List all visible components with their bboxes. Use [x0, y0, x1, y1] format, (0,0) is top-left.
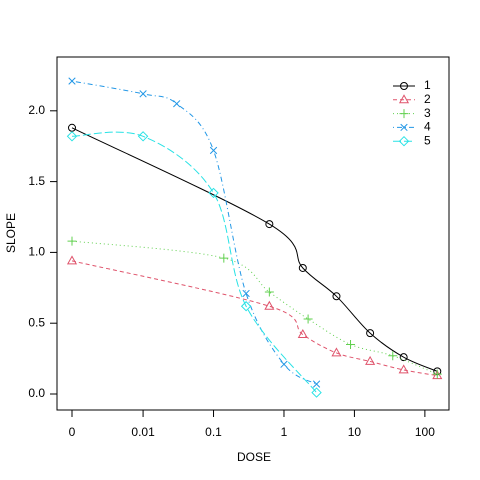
y-tick-label: 2.0 — [28, 103, 45, 117]
legend-marker — [400, 123, 408, 132]
data-point — [66, 255, 78, 265]
data-point — [264, 287, 274, 297]
x-tick-label: 0.01 — [131, 425, 155, 439]
fit-line — [71, 127, 438, 372]
data-point — [67, 236, 77, 246]
data-point — [209, 146, 218, 155]
x-tick-label: 1 — [281, 425, 288, 439]
data-point — [332, 292, 341, 301]
data-point — [137, 131, 149, 142]
data-point — [219, 253, 229, 263]
data-point — [240, 301, 252, 312]
x-axis-label: DOSE — [237, 450, 271, 464]
x-tick-label: 10 — [348, 425, 362, 439]
data-point — [311, 387, 322, 398]
data-point — [173, 100, 181, 108]
y-axis-label: SLOPE — [4, 213, 18, 253]
y-tick-label: 1.5 — [28, 174, 45, 188]
legend-label: 5 — [424, 133, 431, 147]
y-tick-label: 0.5 — [28, 315, 45, 329]
data-point — [265, 220, 274, 229]
data-point — [398, 364, 409, 374]
data-point — [298, 263, 307, 272]
legend-marker — [398, 94, 410, 104]
legend-label: 1 — [424, 78, 431, 92]
data-point — [303, 314, 313, 324]
data-point — [399, 353, 408, 362]
data-point — [66, 131, 78, 142]
legend-marker — [400, 82, 408, 90]
data-point — [366, 329, 375, 338]
x-tick-label: 100 — [415, 425, 435, 439]
legend-label: 2 — [424, 92, 431, 106]
fit-line — [71, 80, 317, 385]
data-point — [280, 360, 288, 368]
plot-box — [56, 56, 450, 411]
data-point — [312, 380, 321, 388]
y-tick-label: 0.0 — [28, 386, 45, 400]
legend-label: 4 — [424, 120, 431, 134]
data-point — [432, 369, 442, 379]
data-point — [208, 187, 219, 199]
x-tick-label: 0 — [69, 425, 76, 439]
y-tick-label: 1.0 — [28, 245, 45, 259]
data-point — [68, 77, 76, 85]
fit-line — [71, 240, 438, 375]
legend-marker — [398, 135, 410, 147]
fit-line — [71, 131, 317, 393]
data-point — [365, 355, 376, 365]
legend-label: 3 — [424, 106, 431, 120]
fit-line — [71, 260, 438, 377]
data-point — [331, 347, 342, 357]
x-tick-label: 0.1 — [205, 425, 222, 439]
data-point — [242, 289, 250, 298]
data-point — [388, 351, 398, 361]
data-point — [346, 339, 356, 349]
data-point — [264, 300, 275, 310]
data-point — [297, 329, 308, 339]
data-point — [139, 90, 147, 98]
legend-marker — [399, 109, 409, 119]
